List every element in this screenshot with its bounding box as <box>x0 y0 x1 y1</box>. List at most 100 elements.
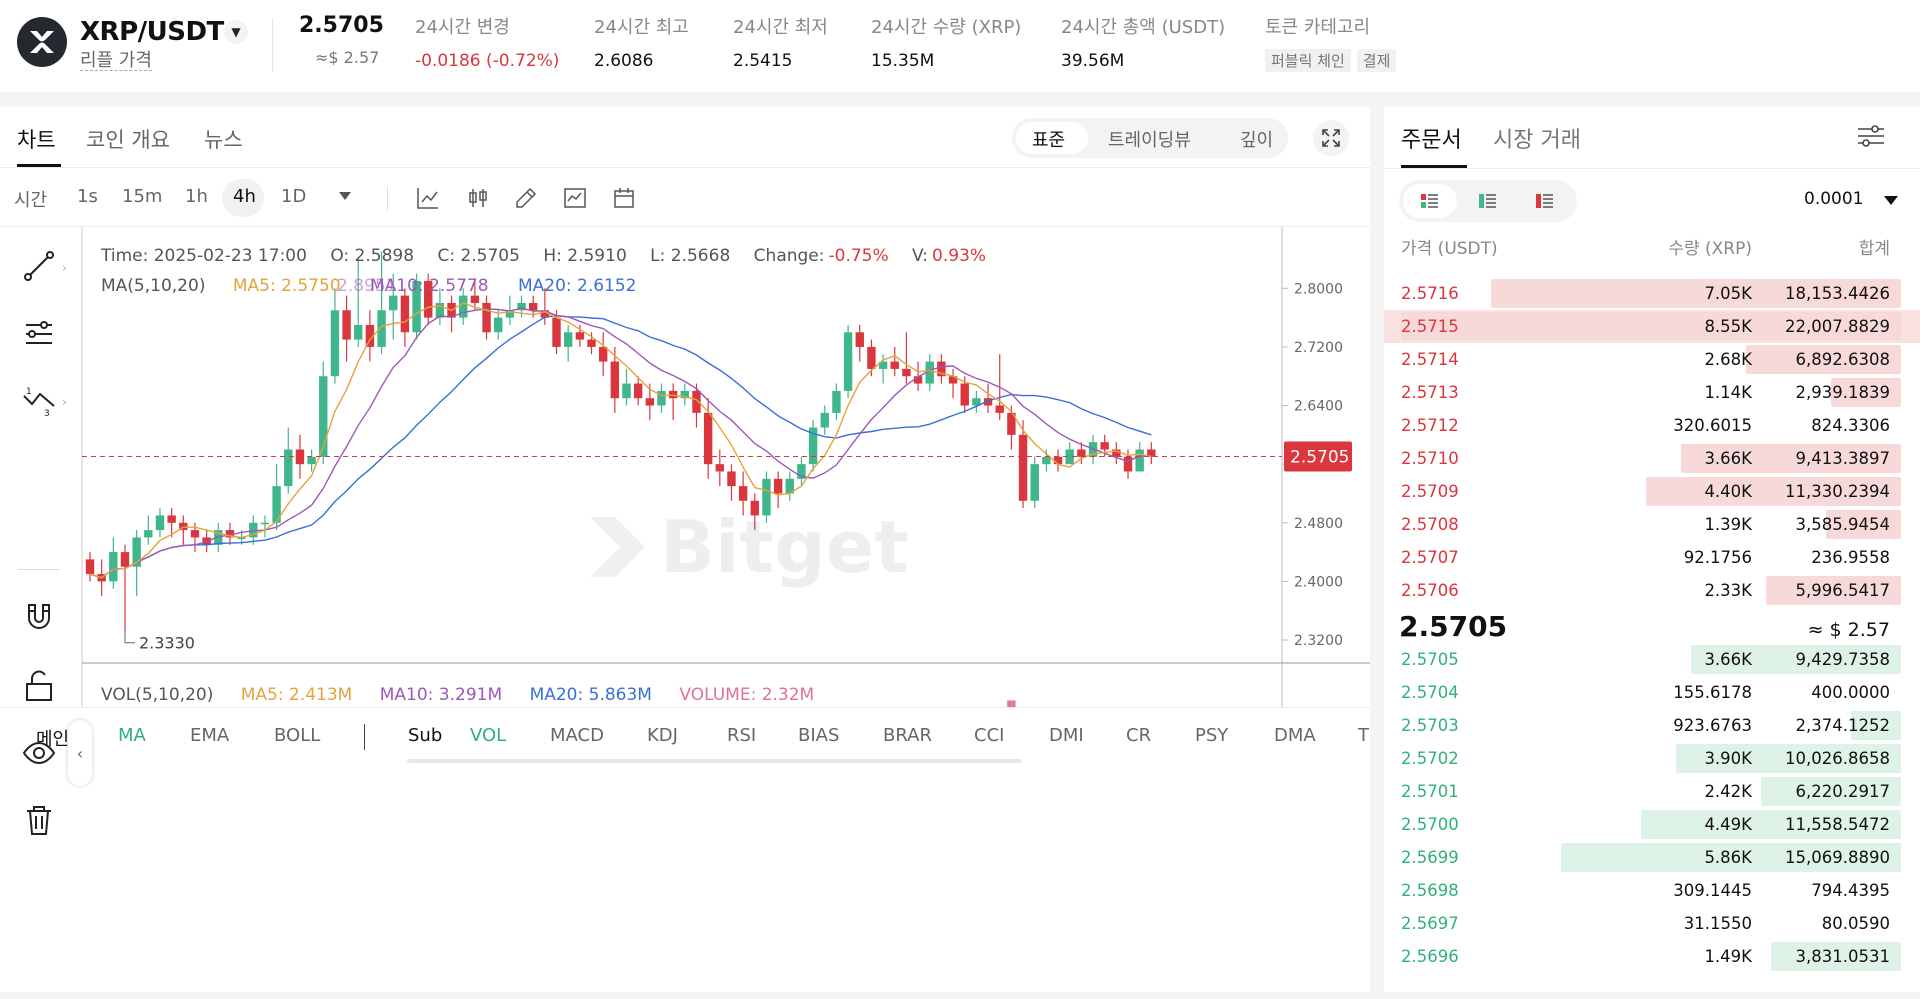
mode-asks-icon[interactable] <box>1535 192 1555 210</box>
chevron-right-icon[interactable]: › <box>62 261 67 275</box>
settings-sliders-icon[interactable] <box>1856 121 1886 151</box>
trash-icon[interactable] <box>22 803 56 837</box>
mode-bids-icon[interactable] <box>1478 192 1498 210</box>
order-qty: 4.40K <box>1704 482 1752 501</box>
bid-row[interactable]: 2.5702 3.90K 10,026.8658 <box>1384 742 1920 775</box>
unlock-icon[interactable] <box>22 669 56 703</box>
indicator-bias[interactable]: BIAS <box>798 725 840 746</box>
chevron-down-icon[interactable] <box>1884 196 1898 205</box>
candle-body <box>365 324 375 347</box>
ask-row[interactable]: 2.5713 1.14K 2,939.1839 <box>1384 376 1920 409</box>
eye-icon[interactable] <box>22 736 56 770</box>
ask-row[interactable]: 2.5706 2.33K 5,996.5417 <box>1384 574 1920 607</box>
line-chart-icon[interactable] <box>416 186 440 210</box>
order-price: 2.5699 <box>1401 848 1459 867</box>
pair-dropdown-icon[interactable]: ▼ <box>224 20 248 44</box>
indicator-vol[interactable]: VOL <box>470 725 507 746</box>
y-tick-label: 2.4000 <box>1294 574 1343 590</box>
ask-row[interactable]: 2.5709 4.40K 11,330.2394 <box>1384 475 1920 508</box>
indicator-dmi[interactable]: DMI <box>1049 725 1084 746</box>
bid-row[interactable]: 2.5696 1.49K 3,831.0531 <box>1384 940 1920 973</box>
indicator-dma[interactable]: DMA <box>1274 725 1316 746</box>
indicator-boll[interactable]: BOLL <box>274 725 321 746</box>
indicator-scrollbar[interactable] <box>407 759 1022 763</box>
ask-row[interactable]: 2.5708 1.39K 3,585.9454 <box>1384 508 1920 541</box>
ma-overlap-value: 2.8951 <box>337 276 397 296</box>
candle-body <box>400 295 410 333</box>
view-tradingview[interactable]: 트레이딩뷰 <box>1108 130 1191 151</box>
collapse-sidebar-button[interactable]: ‹ <box>68 720 92 786</box>
ask-row[interactable]: 2.5716 7.05K 18,153.4426 <box>1384 277 1920 310</box>
tab-market-trades[interactable]: 시장 거래 <box>1493 128 1581 153</box>
ask-row[interactable]: 2.5707 92.1756 236.9558 <box>1384 541 1920 574</box>
fullscreen-icon[interactable] <box>1313 120 1349 156</box>
candlestick-icon[interactable] <box>466 186 490 210</box>
indicator-ema[interactable]: EMA <box>190 725 230 746</box>
timeframe-1d[interactable]: 1D <box>281 186 307 207</box>
indicator-icon[interactable] <box>563 186 587 210</box>
magnet-icon[interactable] <box>22 601 56 635</box>
candle-body <box>319 376 328 457</box>
view-depth[interactable]: 깊이 <box>1240 130 1274 151</box>
y-tick-label: 2.7200 <box>1294 340 1343 356</box>
ohlc-change-label: Change: <box>753 246 825 266</box>
ask-row[interactable]: 2.5712 320.6015 824.3306 <box>1384 409 1920 442</box>
mode-both-icon[interactable] <box>1420 192 1440 210</box>
pencil-icon[interactable] <box>514 186 538 210</box>
pair-name[interactable]: XRP/USDT <box>80 17 224 47</box>
ask-row[interactable]: 2.5715 8.55K 22,007.8829 <box>1384 310 1920 343</box>
wave-pattern-icon[interactable]: 13 <box>22 384 56 418</box>
bid-row[interactable]: 2.5697 31.1550 80.0590 <box>1384 907 1920 940</box>
category-tag[interactable]: 결제 <box>1356 49 1397 72</box>
candle-body <box>797 464 806 479</box>
timeframe-4h[interactable]: 4h <box>233 186 256 207</box>
pair-subtitle[interactable]: 리플 가격 <box>80 50 152 71</box>
bid-row[interactable]: 2.5703 923.6763 2,374.1252 <box>1384 709 1920 742</box>
tab-coin-overview[interactable]: 코인 개요 <box>86 128 170 152</box>
bid-row[interactable]: 2.5705 3.66K 9,429.7358 <box>1384 643 1920 676</box>
calendar-icon[interactable] <box>612 186 636 210</box>
mode-active-pill <box>1403 184 1457 218</box>
ask-row[interactable]: 2.5714 2.68K 6,892.6308 <box>1384 343 1920 376</box>
trend-line-icon[interactable] <box>22 249 56 283</box>
indicator-kdj[interactable]: KDJ <box>647 725 678 746</box>
indicator-rsi[interactable]: RSI <box>727 725 757 746</box>
fib-lines-icon[interactable] <box>22 317 56 351</box>
indicator-more[interactable]: T <box>1358 725 1369 746</box>
svg-text:1: 1 <box>26 387 32 397</box>
tab-chart[interactable]: 차트 <box>17 128 56 152</box>
order-qty: 1.14K <box>1704 383 1752 402</box>
bid-row[interactable]: 2.5698 309.1445 794.4395 <box>1384 874 1920 907</box>
bid-row[interactable]: 2.5704 155.6178 400.0000 <box>1384 676 1920 709</box>
order-qty: 3.66K <box>1704 449 1752 468</box>
bid-row[interactable]: 2.5700 4.49K 11,558.5472 <box>1384 808 1920 841</box>
tab-divider <box>1384 168 1920 169</box>
ask-row[interactable]: 2.5710 3.66K 9,413.3897 <box>1384 442 1920 475</box>
view-standard[interactable]: 표준 <box>1032 130 1066 151</box>
candle-body <box>482 302 491 333</box>
order-total: 11,558.5472 <box>1785 815 1890 834</box>
precision-select[interactable]: 0.0001 <box>1804 189 1864 209</box>
timeframe-active-pill <box>222 179 264 217</box>
category-tag[interactable]: 퍼블릭 체인 <box>1265 49 1351 72</box>
bid-row[interactable]: 2.5701 2.42K 6,220.2917 <box>1384 775 1920 808</box>
timeframe-15m[interactable]: 15m <box>122 186 163 207</box>
candle-body <box>342 310 351 340</box>
timeframe-1s[interactable]: 1s <box>77 186 98 207</box>
timeframe-1h[interactable]: 1h <box>185 186 208 207</box>
tab-news[interactable]: 뉴스 <box>204 128 243 152</box>
chevron-right-icon[interactable]: › <box>62 395 67 409</box>
indicator-ma[interactable]: MA <box>118 725 146 746</box>
indicator-psy[interactable]: PSY <box>1195 725 1229 746</box>
indicator-cr[interactable]: CR <box>1126 725 1152 746</box>
indicator-brar[interactable]: BRAR <box>883 725 932 746</box>
order-price: 2.5714 <box>1401 350 1459 369</box>
tab-orderbook[interactable]: 주문서 <box>1401 128 1462 153</box>
price-chart[interactable]: Bitget2.80002.72002.64002.56002.48002.40… <box>0 227 1370 707</box>
indicator-cci[interactable]: CCI <box>974 725 1005 746</box>
bid-row[interactable]: 2.5699 5.86K 15,069.8890 <box>1384 841 1920 874</box>
candle-body <box>715 464 725 472</box>
depth-bar <box>1641 810 1901 839</box>
indicator-macd[interactable]: MACD <box>550 725 604 746</box>
timeframe-dropdown-icon[interactable] <box>339 192 351 200</box>
